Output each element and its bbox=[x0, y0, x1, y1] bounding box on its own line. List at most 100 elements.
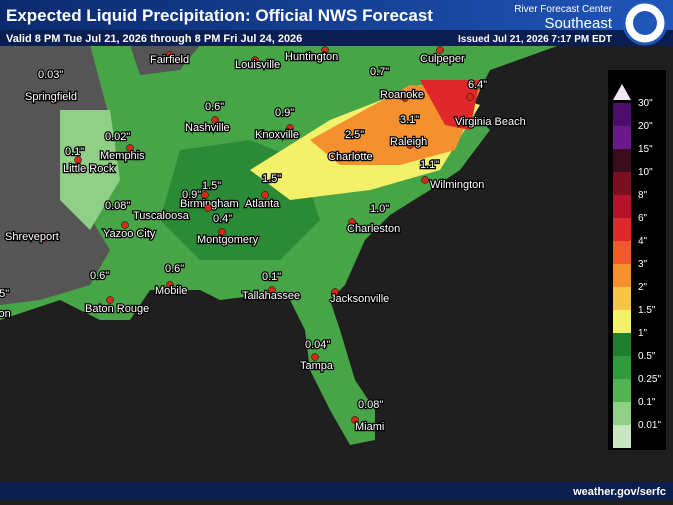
legend-label: 10" bbox=[638, 167, 653, 178]
city-dot bbox=[218, 228, 226, 236]
legend-label: 3" bbox=[638, 259, 648, 270]
city-name: Jacksonville bbox=[330, 293, 389, 305]
issued: Issued Jul 21, 2026 7:17 PM EDT bbox=[458, 34, 612, 45]
city-dot bbox=[331, 288, 339, 296]
amount-label: 0.6" bbox=[165, 263, 184, 275]
legend-swatch bbox=[613, 195, 631, 218]
legend-swatch bbox=[613, 379, 631, 402]
city-name: Tallahassee bbox=[242, 290, 300, 302]
city-dot bbox=[121, 221, 129, 229]
legend-label: 6" bbox=[638, 213, 648, 224]
legend-swatch bbox=[613, 287, 631, 310]
legend-label: 0.25" bbox=[638, 374, 661, 385]
title: Expected Liquid Precipitation: Official … bbox=[6, 6, 433, 25]
legend-swatch bbox=[613, 402, 631, 425]
city-dot bbox=[311, 353, 319, 361]
city-dot bbox=[74, 156, 82, 164]
amount-label: 1.1" bbox=[420, 159, 439, 171]
legend-label: 2" bbox=[638, 282, 648, 293]
city-dot bbox=[201, 191, 209, 199]
city-dot bbox=[251, 56, 259, 64]
red-area bbox=[420, 80, 480, 130]
legend-label: 4" bbox=[638, 236, 648, 247]
city-dot bbox=[466, 93, 474, 101]
legend-swatch bbox=[613, 172, 631, 195]
legend-label: 1.5" bbox=[638, 305, 656, 316]
amount-label: 3.1" bbox=[400, 114, 419, 126]
nws-logo-center bbox=[633, 11, 657, 35]
city-name: Fairfield bbox=[150, 54, 189, 66]
legend-label: 0.5" bbox=[638, 351, 656, 362]
amount-label: 2.5" bbox=[345, 129, 364, 141]
legend-arrow bbox=[613, 84, 631, 100]
city-dot bbox=[268, 286, 276, 294]
city-name: Tampa bbox=[300, 360, 334, 372]
city-dot bbox=[126, 144, 134, 152]
city-name: Roanoke bbox=[380, 89, 424, 101]
amount-label: 6.4" bbox=[468, 79, 487, 91]
legend-swatch bbox=[613, 126, 631, 149]
light-green-area bbox=[60, 110, 120, 230]
subtitle-bar bbox=[0, 30, 673, 46]
legend-swatch bbox=[613, 149, 631, 172]
legend-label: 0.1" bbox=[638, 397, 656, 408]
legend-label: 20" bbox=[638, 121, 653, 132]
city-name: Memphis bbox=[100, 150, 145, 162]
office-line2: Southeast bbox=[544, 15, 612, 32]
city-dot bbox=[348, 218, 356, 226]
legend-swatch bbox=[613, 218, 631, 241]
city-dot bbox=[166, 281, 174, 289]
city-dot bbox=[354, 151, 362, 159]
city-name: Huntington bbox=[285, 51, 338, 63]
amount-label: 0.08" bbox=[358, 399, 383, 411]
city-name: Shreveport bbox=[5, 231, 59, 243]
city-dot bbox=[106, 296, 114, 304]
city-name: Wilmington bbox=[430, 179, 484, 191]
amount-label: 0.03" bbox=[38, 69, 63, 81]
legend-label: 0.01" bbox=[638, 420, 661, 431]
city-dot bbox=[261, 191, 269, 199]
city-dot bbox=[421, 176, 429, 184]
city-name: Springfield bbox=[25, 91, 77, 103]
footer-bar bbox=[0, 482, 673, 500]
amount-label: 1.5" bbox=[202, 180, 221, 192]
city-dot bbox=[321, 46, 329, 54]
city-name: Tuscaloosa bbox=[133, 210, 190, 222]
legend-label: 30" bbox=[638, 98, 653, 109]
legend-swatch bbox=[613, 425, 631, 448]
city-dot bbox=[401, 94, 409, 102]
legend-swatch bbox=[613, 103, 631, 126]
amount-label: 0.9" bbox=[275, 107, 294, 119]
city-dot bbox=[166, 51, 174, 59]
amount-label: 0.6" bbox=[90, 270, 109, 282]
city-name: Knoxville bbox=[255, 129, 299, 141]
city-name: Louisville bbox=[235, 59, 280, 71]
city-name: ston bbox=[0, 308, 11, 320]
city-name: Culpeper bbox=[420, 53, 465, 65]
city-name: Charlotte bbox=[328, 151, 373, 163]
city-dot bbox=[51, 96, 59, 104]
legend-swatch bbox=[613, 333, 631, 356]
city-name: Atlanta bbox=[245, 198, 280, 210]
city-name: Birmingham bbox=[180, 198, 239, 210]
legend-swatch bbox=[613, 241, 631, 264]
legend-swatch bbox=[613, 356, 631, 379]
valid-period: Valid 8 PM Tue Jul 21, 2026 through 8 PM… bbox=[6, 33, 302, 45]
city-dot bbox=[351, 416, 359, 424]
amount-label: 1.5" bbox=[262, 173, 281, 185]
amount-label: 0.4" bbox=[213, 213, 232, 225]
amount-label: 0.6" bbox=[205, 101, 224, 113]
amount-label: 0.1" bbox=[65, 146, 84, 158]
city-name: Virginia Beach bbox=[455, 116, 526, 128]
city-name: Montgomery bbox=[197, 234, 259, 246]
city-name: Baton Rouge bbox=[85, 303, 149, 315]
amount-label: 1.0" bbox=[370, 203, 389, 215]
amount-label: 0.08" bbox=[105, 200, 130, 212]
city-dot bbox=[286, 124, 294, 132]
city-name: Charleston bbox=[347, 223, 400, 235]
amount-label: 0.04" bbox=[305, 339, 330, 351]
city-dot bbox=[41, 234, 49, 242]
city-name: Mobile bbox=[155, 285, 187, 297]
title-bar bbox=[0, 0, 673, 30]
